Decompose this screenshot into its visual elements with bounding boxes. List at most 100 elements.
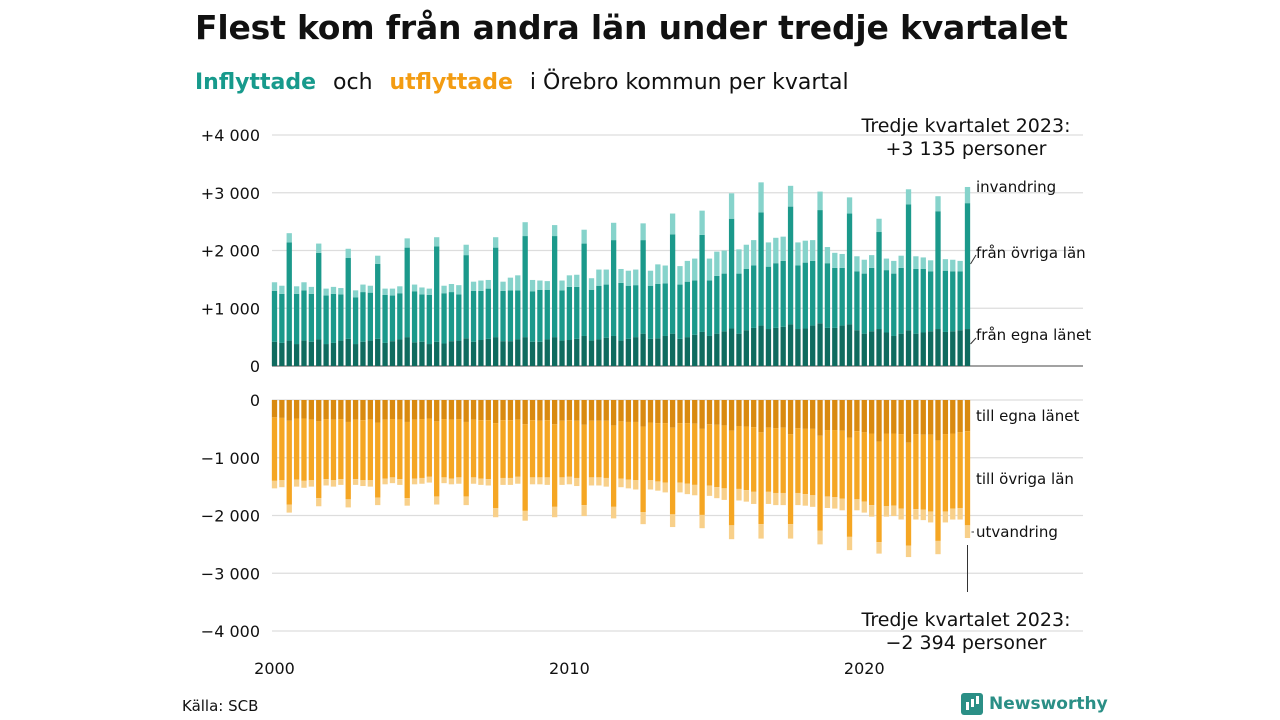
bar-in-own xyxy=(780,326,786,366)
bar-out-emi xyxy=(935,540,941,555)
bar-in-other xyxy=(684,281,691,338)
bar-in-imm xyxy=(522,222,528,237)
bar-out-other xyxy=(323,419,329,480)
bar-out-emi xyxy=(692,484,698,496)
bar-out-own xyxy=(891,400,897,434)
bar-out-other xyxy=(301,418,307,481)
bar-out-own xyxy=(721,400,727,426)
bar-out-own xyxy=(559,400,565,421)
bar-out-emi xyxy=(574,477,580,487)
bar-out-emi xyxy=(544,477,550,485)
bar-in-own xyxy=(625,338,632,366)
bar-out-emi xyxy=(397,479,403,485)
bar-out-own xyxy=(434,400,440,422)
bar-out-emi xyxy=(854,499,860,511)
bar-in-own xyxy=(478,340,484,366)
bar-out-emi xyxy=(898,508,904,520)
label-till-egna-lanet: till egna länet xyxy=(976,407,1079,425)
bar-out-other xyxy=(950,433,956,509)
bar-out-own xyxy=(920,400,926,435)
bar-in-own xyxy=(743,330,749,366)
bar-out-own xyxy=(507,400,514,421)
bar-in-imm xyxy=(367,285,373,293)
bar-out-other xyxy=(588,420,595,478)
bar-out-emi xyxy=(279,480,285,488)
bar-out-emi xyxy=(780,492,786,506)
bar-in-other xyxy=(352,297,359,345)
bar-out-own xyxy=(610,400,617,426)
bar-in-own xyxy=(470,341,477,366)
bar-in-other xyxy=(817,210,823,324)
bar-out-emi xyxy=(559,477,565,485)
bar-out-other xyxy=(389,419,396,478)
bar-in-other xyxy=(301,290,307,341)
bar-out-other xyxy=(861,432,867,502)
bar-in-other xyxy=(780,260,786,327)
bar-in-imm xyxy=(684,260,691,282)
bar-in-own xyxy=(787,324,794,366)
bar-out-own xyxy=(810,400,816,429)
bar-out-other xyxy=(883,433,890,507)
bar-out-own xyxy=(780,400,786,428)
bar-in-imm xyxy=(581,229,587,244)
bar-out-own xyxy=(338,400,344,420)
bar-out-own xyxy=(448,400,455,420)
bar-out-emi xyxy=(367,480,373,487)
subtitle-rest: i Örebro kommun per kvartal xyxy=(529,70,849,95)
y-tick-label-top: +4 000 xyxy=(201,126,260,145)
bar-in-imm xyxy=(839,253,845,268)
bar-in-imm xyxy=(787,185,794,207)
bar-out-other xyxy=(920,434,926,510)
bar-out-emi xyxy=(883,506,890,517)
bar-out-other xyxy=(271,417,278,481)
bar-in-own xyxy=(714,333,720,366)
bar-in-own xyxy=(640,333,646,366)
annotation-top-line2: +3 135 personer xyxy=(886,138,1047,160)
bar-in-other xyxy=(647,285,654,339)
subtitle-och: och xyxy=(333,70,373,95)
bar-out-own xyxy=(470,400,477,420)
bar-out-emi xyxy=(957,507,963,520)
bar-in-other xyxy=(522,236,528,338)
bar-out-other xyxy=(618,421,624,479)
bar-out-other xyxy=(869,433,875,506)
bar-out-emi xyxy=(478,478,484,485)
bar-out-own xyxy=(478,400,484,421)
bar-in-own xyxy=(802,328,808,366)
brand-logo[interactable]: Newsworthy xyxy=(961,693,1108,715)
bar-out-own xyxy=(493,400,499,424)
bar-out-other xyxy=(935,440,941,541)
bar-in-imm xyxy=(574,274,580,287)
bar-out-other xyxy=(537,420,543,478)
bar-out-other xyxy=(728,430,735,526)
bar-in-imm xyxy=(537,280,543,290)
bar-in-imm xyxy=(426,288,432,295)
bar-in-imm xyxy=(846,197,853,214)
bar-out-own xyxy=(898,400,904,435)
bar-in-own xyxy=(382,342,388,366)
bar-in-other xyxy=(588,289,595,341)
bar-in-own xyxy=(463,338,469,366)
bar-in-own xyxy=(662,335,668,366)
bar-out-own xyxy=(566,400,573,421)
bar-in-other xyxy=(581,243,587,336)
bar-in-imm xyxy=(588,278,595,290)
bar-in-other xyxy=(485,288,491,339)
bar-in-other xyxy=(913,268,919,334)
bar-out-other xyxy=(655,423,661,482)
bar-out-own xyxy=(426,400,432,419)
bar-out-own xyxy=(846,400,853,438)
bar-out-emi xyxy=(581,505,587,517)
bar-in-own xyxy=(448,341,455,366)
bar-out-other xyxy=(360,420,366,481)
bar-out-emi xyxy=(411,478,418,485)
bar-out-emi xyxy=(669,514,676,528)
bar-in-imm xyxy=(647,270,654,286)
bar-in-imm xyxy=(935,196,941,212)
bar-in-own xyxy=(389,341,396,366)
bars-group xyxy=(271,182,971,558)
bar-out-own xyxy=(308,400,315,420)
bar-out-own xyxy=(854,400,860,432)
bar-out-own xyxy=(382,400,388,420)
leader-line xyxy=(970,254,977,265)
